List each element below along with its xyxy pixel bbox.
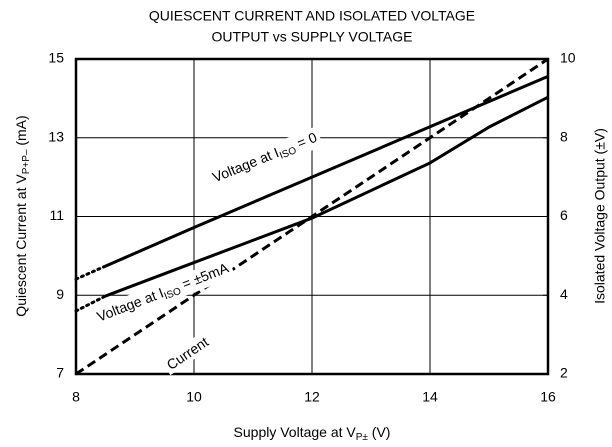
line-label: Current — [160, 330, 215, 376]
line — [104, 95, 549, 298]
x-axis-label-part: (V) — [368, 424, 391, 440]
y-tick-label: 15 — [48, 50, 64, 66]
y-axis-label-part: (mA) — [13, 115, 29, 149]
line-label-text: Current — [163, 333, 211, 372]
y-axis-label: Quiescent Current at VP+P– (mA) — [13, 115, 32, 316]
y2-tick-label: 6 — [560, 207, 568, 223]
line-label-part: Current — [163, 333, 211, 372]
line — [75, 57, 549, 376]
x-axis-label-part: Supply Voltage at V — [234, 424, 357, 440]
chart-title: QUIESCENT CURRENT AND ISOLATED VOLTAGE — [149, 8, 475, 24]
x-tick-label: 14 — [422, 389, 438, 405]
y-tick-label: 11 — [49, 207, 64, 223]
x-tick-label: 12 — [304, 389, 320, 405]
chart-title: OUTPUT vs SUPPLY VOLTAGE — [212, 29, 413, 45]
label-background — [160, 330, 215, 376]
y2-tick-label: 2 — [560, 365, 568, 381]
y2-axis-label: Isolated Voltage Output (±V) — [592, 128, 608, 304]
y-axis-label-sub: P+P– — [21, 149, 32, 174]
x-axis-label: Supply Voltage at VP± (V) — [234, 424, 391, 443]
y2-tick-label: 8 — [560, 128, 568, 144]
y-tick-label: 7 — [56, 365, 64, 381]
y-tick-label: 9 — [56, 286, 64, 302]
line-extrapolation — [74, 264, 107, 281]
x-tick-label: 10 — [186, 389, 202, 405]
x-axis-label-sub: P± — [356, 432, 369, 443]
label-background — [91, 257, 236, 330]
line — [104, 74, 549, 268]
y2-tick-label: 4 — [560, 286, 568, 302]
y2-tick-label: 10 — [560, 50, 576, 66]
y-axis-label-part: Quiescent Current at V — [13, 174, 29, 317]
y-tick-label: 13 — [48, 128, 64, 144]
x-tick-label: 16 — [540, 389, 556, 405]
label-background — [206, 126, 324, 190]
line-extrapolation — [74, 294, 107, 313]
plot-frame — [74, 57, 550, 376]
x-tick-label: 8 — [72, 389, 80, 405]
